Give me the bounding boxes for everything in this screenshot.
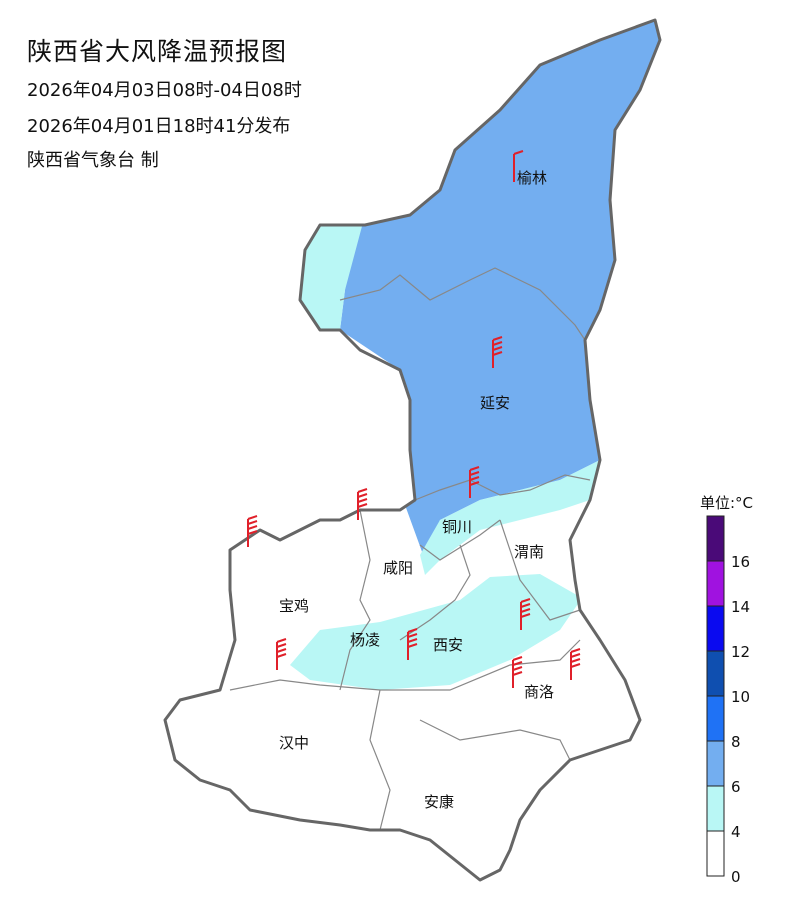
legend-tick-label: 6 [731,778,741,796]
issuing-organization: 陕西省气象台 制 [27,150,159,171]
wind-barb-icon [407,628,418,660]
legend-tick-label: 4 [731,823,741,841]
forecast-period: 2026年04月03日08时-04日08时 [27,80,302,101]
legend-swatch [706,740,725,787]
city-label: 铜川 [442,518,472,536]
wind-barb-icon [469,466,480,498]
city-label: 商洛 [524,683,554,701]
legend-tick-label: 16 [731,553,750,571]
legend-tick-label: 10 [731,688,750,706]
wind-barb-icon [512,656,523,688]
wind-barbs [247,150,581,688]
legend-swatch [706,515,725,562]
city-boundaries [229,267,591,831]
map-title: 陕西省大风降温预报图 [27,37,288,66]
legend-tick-label: 0 [731,868,741,886]
legend-title: 单位:°C [700,494,753,512]
wind-barb-icon [276,638,287,670]
wind-barb-icon [357,488,368,520]
legend-swatch [706,830,725,877]
wind-barb-icon [247,515,258,547]
fill-4-6-xian [290,574,582,690]
city-labels: 榆林 延安 铜川 咸阳 渭南 宝鸡 杨凌 西安 商洛 汉中 安康 [279,169,554,811]
city-label: 咸阳 [383,559,413,577]
legend: 单位:°C 0 4 6 8 10 12 14 16 [700,494,753,886]
legend-swatch [706,695,725,742]
issue-time: 2026年04月01日18时41分发布 [27,116,291,137]
legend-tick-label: 12 [731,643,750,661]
wind-barb-icon [570,648,581,680]
city-label: 安康 [424,793,454,811]
city-label: 西安 [433,636,463,654]
city-label: 渭南 [514,543,544,561]
city-label: 杨凌 [350,631,380,649]
fill-6-8-north [340,20,660,560]
legend-swatch [706,560,725,607]
city-label: 汉中 [279,734,309,752]
legend-tick-label: 8 [731,733,741,751]
city-label: 宝鸡 [279,597,309,615]
legend-swatch [706,650,725,697]
wind-barb-icon [520,598,531,630]
wind-barb-icon [492,336,503,368]
legend-swatch [706,785,725,832]
city-label: 延安 [480,394,510,412]
wind-barb-icon [513,150,524,182]
legend-swatch [706,605,725,652]
city-label: 榆林 [517,169,547,187]
legend-tick-label: 14 [731,598,750,616]
